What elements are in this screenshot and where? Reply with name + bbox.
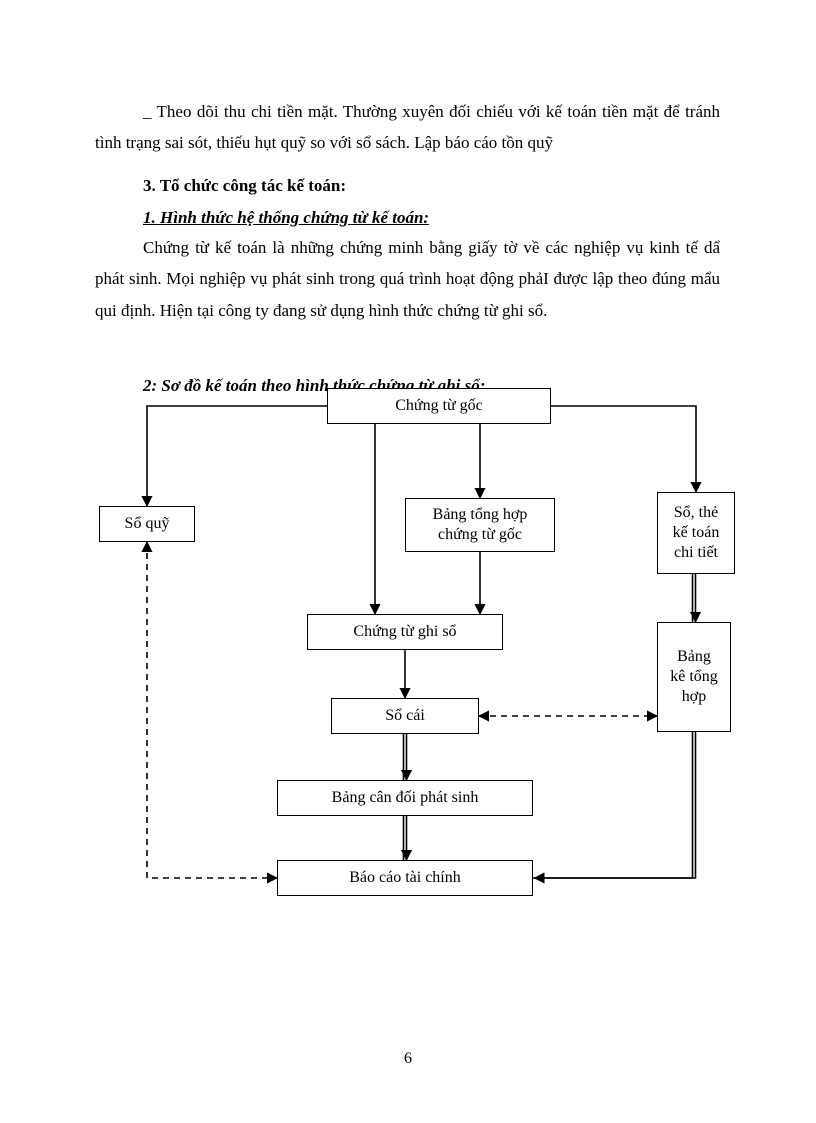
node-ctgs: Chứng từ ghi sổ: [307, 614, 503, 650]
paragraph-2: Chứng từ kế toán là những chứng minh bằn…: [95, 232, 720, 326]
edge-0: [147, 406, 327, 506]
node-bthg: Bảng tổng hợpchứng từ gốc: [405, 498, 555, 552]
node-sothe: Sổ, thẻkế toánchi tiết: [657, 492, 735, 574]
paragraph-1: _ Theo dõi thu chi tiền mặt. Thường xuyê…: [95, 96, 720, 159]
node-bctc: Báo cáo tài chính: [277, 860, 533, 896]
edge-11: [147, 542, 277, 878]
heading-sub-1: 1. Hình thức hệ thống chứng từ kế toán:: [143, 202, 720, 233]
node-soquy: Sổ quỹ: [99, 506, 195, 542]
edge-10: [532, 732, 693, 878]
node-bcdps: Bảng cân đối phát sinh: [277, 780, 533, 816]
page-number: 6: [0, 1050, 816, 1068]
heading-3: 3. Tổ chức công tác kế toán:: [143, 170, 720, 201]
node-socai: Sổ cái: [331, 698, 479, 734]
page: _ Theo dõi thu chi tiền mặt. Thường xuyê…: [0, 0, 816, 1123]
node-goc: Chứng từ gốc: [327, 388, 551, 424]
flowchart-edges: [95, 378, 735, 938]
edge-10: [535, 732, 696, 878]
node-bkth: Bảngkê tổnghợp: [657, 622, 731, 732]
edge-3: [551, 406, 696, 492]
flowchart: Chứng từ gốc Sổ quỹ Bảng tổng hợpchứng từ …: [95, 378, 735, 938]
